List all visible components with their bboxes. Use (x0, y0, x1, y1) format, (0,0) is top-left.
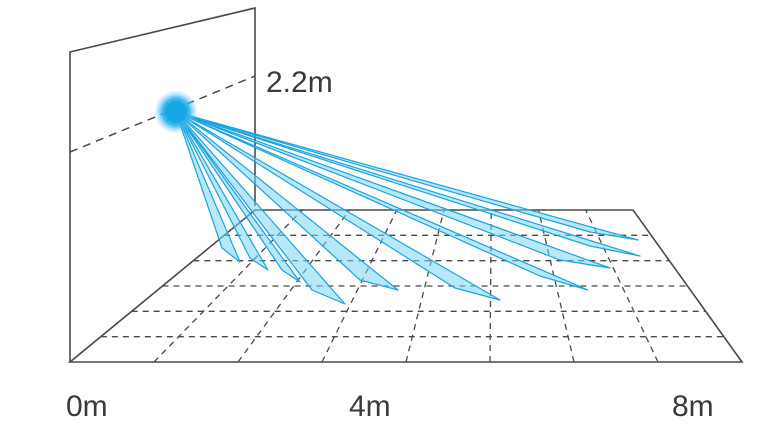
detection-beam-9 (175, 111, 641, 257)
detection-beam-8 (175, 111, 611, 269)
detection-beam-6 (175, 111, 501, 301)
detection-beams (175, 111, 641, 305)
detection-beam-5 (175, 111, 399, 291)
detection-beam-1 (175, 111, 241, 263)
distance-label-4m: 4m (349, 390, 391, 423)
distance-label-0m: 0m (66, 390, 108, 423)
floor-grid (67, 209, 744, 363)
detection-beam-7 (175, 111, 589, 291)
grid-line-depth (237, 209, 351, 363)
distance-label-8m: 8m (672, 390, 714, 423)
detection-beam-10 (175, 111, 639, 241)
detection-beam-2 (175, 111, 269, 271)
mount-height-label: 2.2m (266, 66, 333, 99)
detection-beam-4 (175, 111, 346, 305)
detection-beam-3 (175, 111, 301, 283)
pir-sensor-icon (154, 90, 198, 134)
floor-grid-dashes (100, 209, 724, 363)
wall (69, 6, 256, 362)
